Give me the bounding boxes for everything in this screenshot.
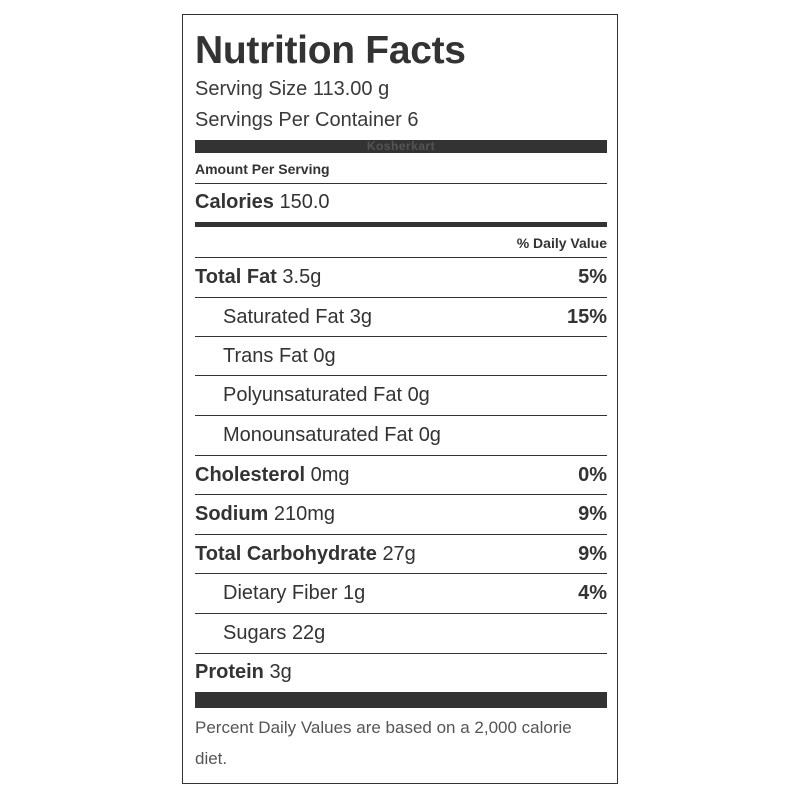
divider	[195, 653, 607, 654]
nutrient-label: Dietary Fiber	[223, 582, 338, 604]
nutrient-row-sodium: Sodium 210mg 9%	[195, 495, 607, 534]
nutrient-amount: 27g	[382, 543, 416, 565]
nutrient-row-cholesterol: Cholesterol 0mg 0%	[195, 456, 607, 495]
nutrient-amount: 3g	[269, 661, 292, 683]
watermark-text: Kosherkart	[366, 139, 436, 153]
nutrient-daily-value: 15%	[566, 306, 607, 328]
divider	[195, 297, 607, 298]
divider	[195, 534, 607, 535]
thick-divider-bottom	[195, 692, 607, 708]
nutrient-daily-value: 5%	[578, 266, 607, 288]
nutrition-facts-title: Nutrition Facts	[195, 29, 466, 72]
servings-per-container: Servings Per Container 6	[195, 109, 419, 131]
divider	[195, 183, 607, 184]
nutrient-amount: 22g	[291, 622, 326, 644]
nutrient-amount: 1g	[343, 582, 366, 604]
divider	[195, 375, 607, 376]
nutrient-daily-value: 0%	[578, 464, 607, 486]
calories-value: 150.0	[279, 191, 330, 213]
nutrient-row-polyunsaturated-fat: Polyunsaturated Fat 0g	[195, 376, 607, 415]
nutrient-amount: 0g	[313, 345, 336, 367]
divider	[195, 455, 607, 456]
nutrient-label: Monounsaturated Fat	[223, 424, 414, 446]
nutrient-label: Saturated Fat	[223, 306, 345, 328]
nutrient-label: Cholesterol	[195, 464, 306, 486]
calories-row: Calories 150.0	[195, 189, 330, 215]
nutrient-row-total-fat: Total Fat 3.5g 5%	[195, 258, 607, 297]
divider	[195, 257, 607, 258]
nutrient-label: Total Carbohydrate	[195, 543, 377, 565]
medium-divider	[195, 222, 607, 227]
nutrient-amount: 0g	[418, 424, 441, 446]
nutrient-label: Sodium	[195, 503, 269, 525]
serving-size: Serving Size 113.00 g	[195, 78, 390, 100]
divider	[195, 613, 607, 614]
daily-value-footnote: Percent Daily Values are based on a 2,00…	[195, 718, 572, 768]
nutrient-amount: 3.5g	[282, 266, 322, 288]
divider	[195, 573, 607, 574]
nutrient-row-monounsaturated-fat: Monounsaturated Fat 0g	[195, 416, 607, 455]
thick-divider-top: Kosherkart	[195, 139, 607, 153]
nutrient-row-saturated-fat: Saturated Fat 3g 15%	[195, 298, 607, 337]
nutrient-row-dietary-fiber: Dietary Fiber 1g 4%	[195, 574, 607, 613]
nutrition-label-panel	[182, 14, 618, 784]
divider	[195, 494, 607, 495]
daily-value-header: % Daily Value	[516, 235, 607, 251]
nutrient-amount: 0mg	[310, 464, 350, 486]
nutrient-label: Protein	[195, 661, 264, 683]
nutrient-row-total-carbohydrate: Total Carbohydrate 27g 9%	[195, 535, 607, 574]
nutrient-amount: 3g	[349, 306, 372, 328]
nutrient-daily-value: 4%	[578, 582, 607, 604]
nutrient-label: Sugars	[223, 622, 287, 644]
nutrient-label: Polyunsaturated Fat	[223, 384, 402, 406]
divider	[195, 415, 607, 416]
nutrient-amount: 0g	[407, 384, 430, 406]
nutrient-amount: 210mg	[273, 503, 336, 525]
nutrient-row-protein: Protein 3g	[195, 653, 607, 692]
nutrient-daily-value: 9%	[578, 543, 607, 565]
nutrient-daily-value: 9%	[578, 503, 607, 525]
nutrient-label: Total Fat	[195, 266, 277, 288]
divider	[195, 336, 607, 337]
amount-per-serving-label: Amount Per Serving	[195, 161, 330, 177]
calories-label: Calories	[195, 191, 274, 213]
nutrient-row-sugars: Sugars 22g	[195, 614, 607, 653]
nutrient-label: Trans Fat	[223, 345, 308, 367]
nutrient-row-trans-fat: Trans Fat 0g	[195, 337, 607, 376]
